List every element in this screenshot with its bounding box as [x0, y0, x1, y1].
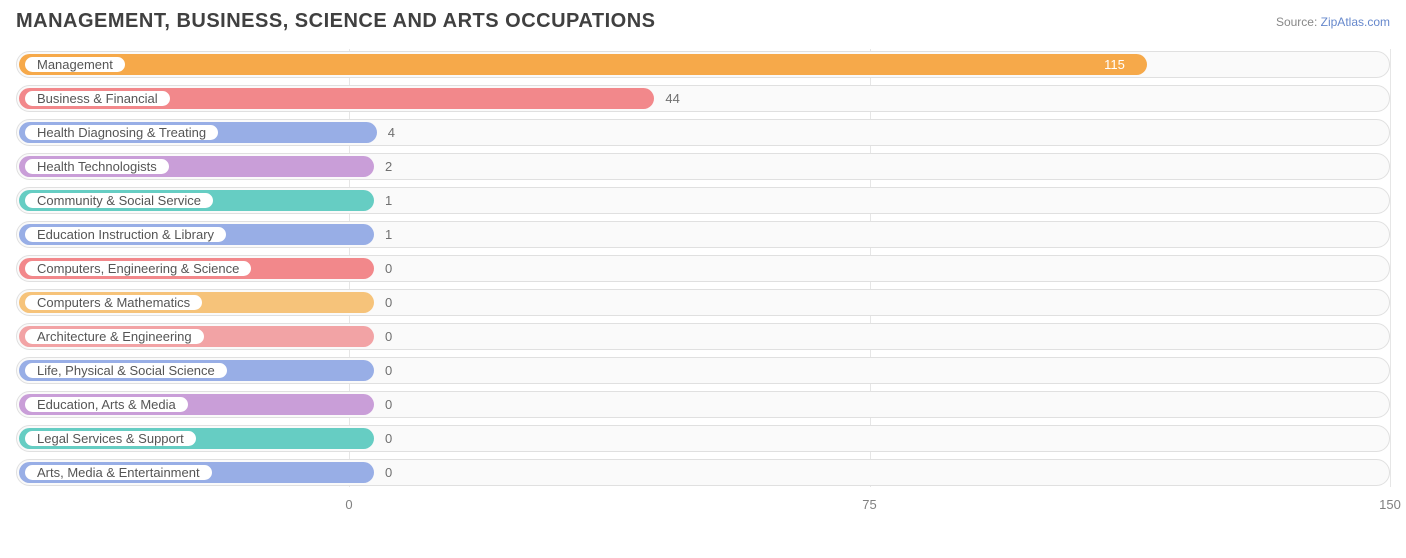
- x-axis-tick: 150: [1379, 497, 1401, 512]
- chart-bar-label: Arts, Media & Entertainment: [24, 464, 213, 481]
- chart-plot-area: Management 115 Business & Financial 44 Healt…: [16, 49, 1390, 519]
- chart-x-axis: 075150: [16, 491, 1390, 519]
- chart-gridline: [1390, 49, 1391, 487]
- chart-bar-value: 1: [385, 221, 392, 248]
- chart-bar-label: Management: [24, 56, 126, 73]
- chart-bar-row: Arts, Media & Entertainment 0: [16, 459, 1390, 486]
- chart-bar-row: Architecture & Engineering 0: [16, 323, 1390, 350]
- chart-bar-row: Management 115: [16, 51, 1390, 78]
- chart-source: Source: ZipAtlas.com: [1276, 15, 1390, 29]
- chart-bar-value: 44: [665, 85, 679, 112]
- chart-bar-row: Education, Arts & Media 0: [16, 391, 1390, 418]
- chart-bar-label: Architecture & Engineering: [24, 328, 205, 345]
- chart-bar-value: 115: [1104, 51, 1125, 78]
- chart-bar-row: Community & Social Service 1: [16, 187, 1390, 214]
- chart-bar-row: Legal Services & Support 0: [16, 425, 1390, 452]
- chart-bar-value: 1: [385, 187, 392, 214]
- chart-bar-value: 0: [385, 425, 392, 452]
- chart-bar-row: Business & Financial 44: [16, 85, 1390, 112]
- chart-bars-group: Management 115 Business & Financial 44 Healt…: [16, 49, 1390, 487]
- chart-bar-label: Computers & Mathematics: [24, 294, 203, 311]
- chart-container: MANAGEMENT, BUSINESS, SCIENCE AND ARTS O…: [0, 0, 1406, 558]
- chart-bar-label: Life, Physical & Social Science: [24, 362, 228, 379]
- chart-bar-fill: [19, 54, 1147, 75]
- chart-bar-row: Health Diagnosing & Treating 4: [16, 119, 1390, 146]
- chart-bar-value: 2: [385, 153, 392, 180]
- chart-bar-row: Computers & Mathematics 0: [16, 289, 1390, 316]
- source-link[interactable]: ZipAtlas.com: [1321, 15, 1390, 29]
- chart-bar-label: Education, Arts & Media: [24, 396, 189, 413]
- chart-bar-value: 0: [385, 289, 392, 316]
- chart-bar-row: Computers, Engineering & Science 0: [16, 255, 1390, 282]
- chart-bar-value: 4: [388, 119, 395, 146]
- chart-bar-row: Health Technologists 2: [16, 153, 1390, 180]
- chart-bar-label: Health Diagnosing & Treating: [24, 124, 219, 141]
- chart-bar-label: Legal Services & Support: [24, 430, 197, 447]
- chart-header: MANAGEMENT, BUSINESS, SCIENCE AND ARTS O…: [16, 10, 1390, 33]
- chart-bar-row: Life, Physical & Social Science 0: [16, 357, 1390, 384]
- source-prefix: Source:: [1276, 15, 1321, 29]
- chart-bar-value: 0: [385, 391, 392, 418]
- chart-bar-label: Community & Social Service: [24, 192, 214, 209]
- chart-bar-value: 0: [385, 459, 392, 486]
- chart-bar-value: 0: [385, 323, 392, 350]
- chart-bar-label: Education Instruction & Library: [24, 226, 227, 243]
- chart-title: MANAGEMENT, BUSINESS, SCIENCE AND ARTS O…: [16, 10, 655, 33]
- x-axis-tick: 0: [345, 497, 352, 512]
- x-axis-tick: 75: [862, 497, 876, 512]
- chart-bar-label: Computers, Engineering & Science: [24, 260, 252, 277]
- chart-bar-value: 0: [385, 357, 392, 384]
- chart-bar-value: 0: [385, 255, 392, 282]
- chart-bar-row: Education Instruction & Library 1: [16, 221, 1390, 248]
- chart-bar-label: Health Technologists: [24, 158, 170, 175]
- chart-bar-label: Business & Financial: [24, 90, 171, 107]
